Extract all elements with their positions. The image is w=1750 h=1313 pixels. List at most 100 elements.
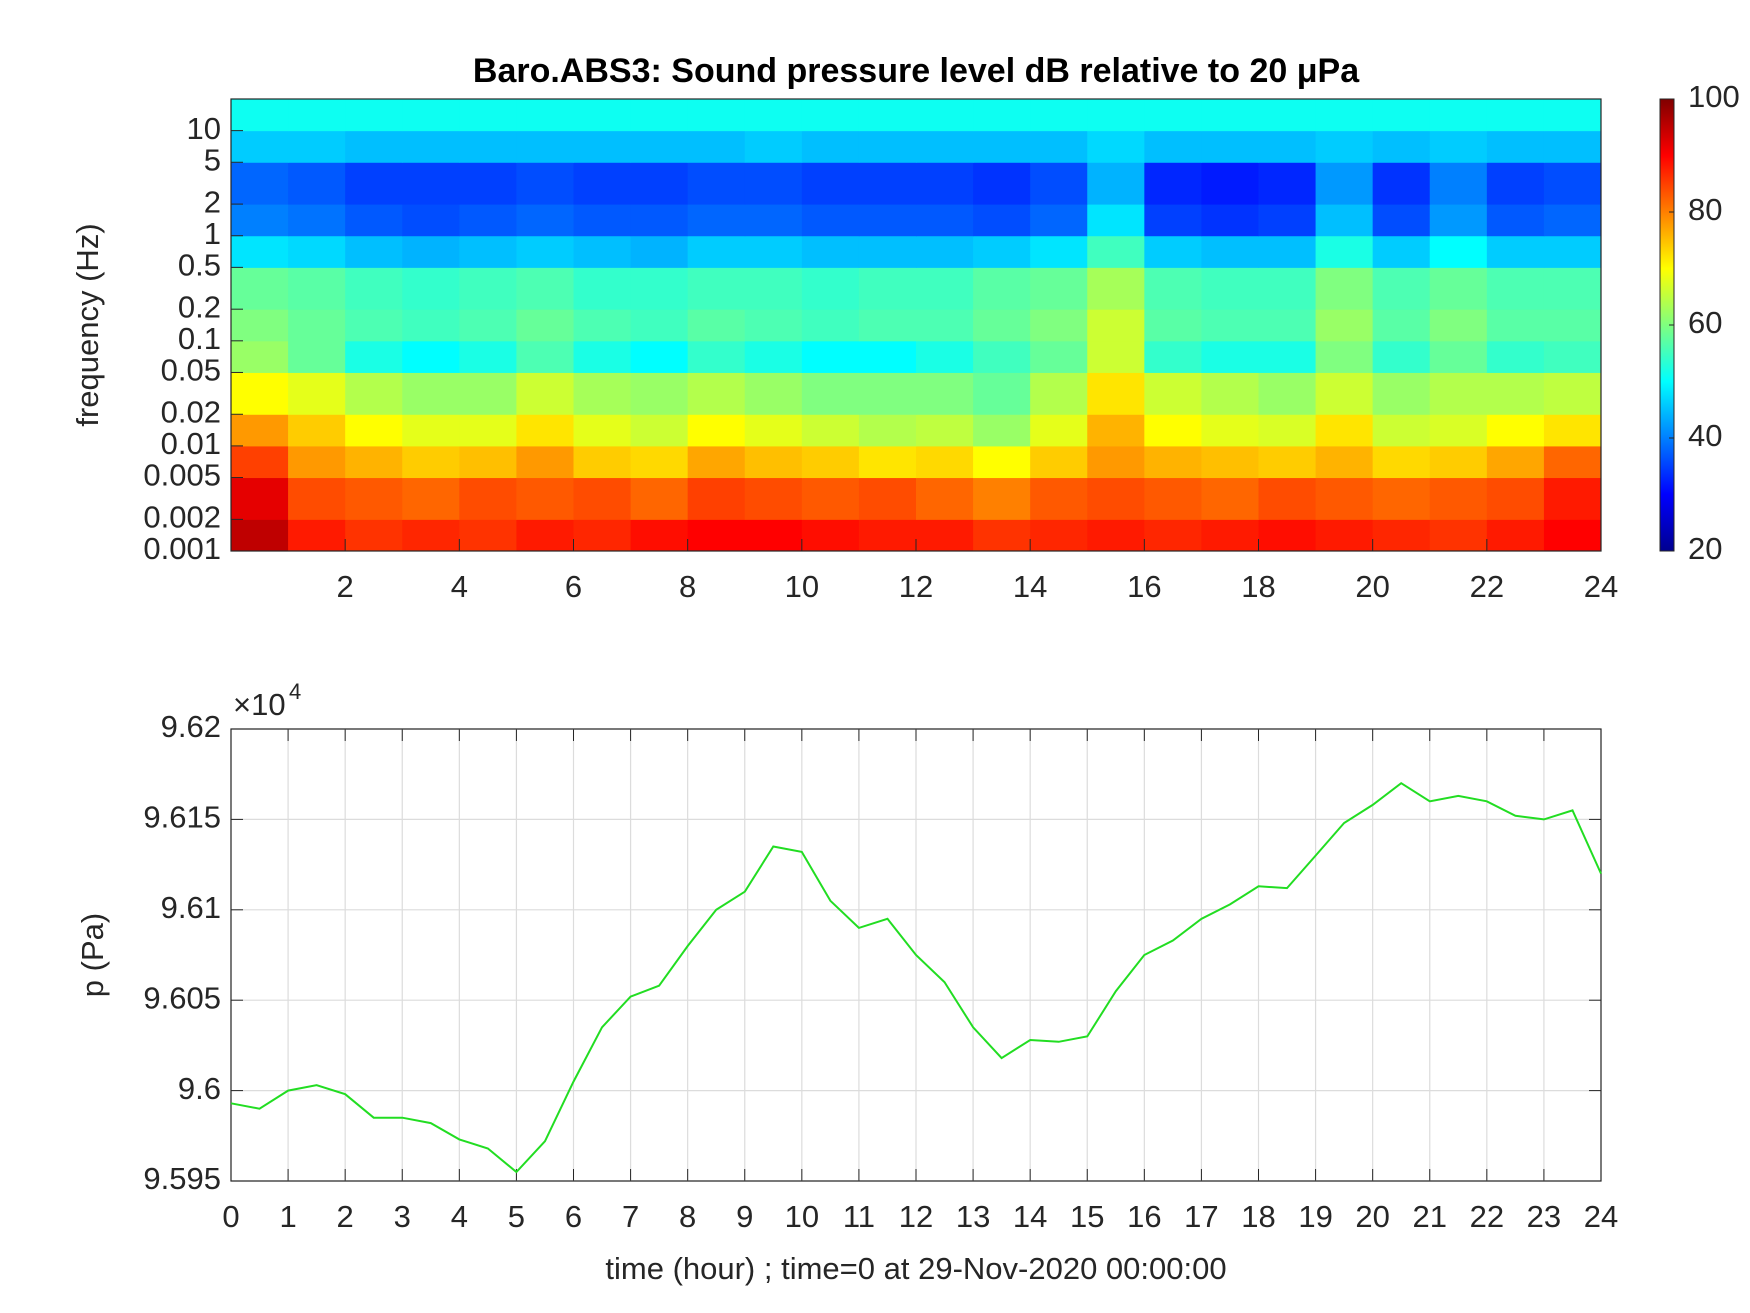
heat-cell bbox=[1429, 130, 1488, 163]
y-tick-label: 9.62 bbox=[161, 709, 221, 744]
heat-cell bbox=[1201, 99, 1259, 132]
heat-cell bbox=[1486, 99, 1545, 132]
x-axis-label: time (hour) ; time=0 at 29-Nov-2020 00:0… bbox=[605, 1251, 1226, 1286]
x-tick-label: 10 bbox=[785, 1199, 819, 1234]
heat-cell bbox=[1030, 414, 1088, 447]
heat-cell bbox=[916, 477, 974, 520]
x-tick-label: 6 bbox=[565, 569, 582, 604]
heat-cell bbox=[1258, 162, 1317, 205]
heat-cell bbox=[916, 309, 974, 342]
heat-cell bbox=[345, 372, 403, 415]
heat-cell bbox=[744, 309, 803, 342]
heat-cell bbox=[288, 130, 346, 163]
heat-cell bbox=[1429, 519, 1488, 552]
x-tick-label: 15 bbox=[1070, 1199, 1104, 1234]
heat-cell bbox=[801, 372, 860, 415]
heat-cell bbox=[687, 162, 746, 205]
heat-cell bbox=[1543, 372, 1602, 415]
y-multiplier: ×10 bbox=[233, 687, 286, 722]
heat-cell bbox=[1429, 372, 1488, 415]
heat-cell bbox=[288, 477, 346, 520]
heat-cell bbox=[1201, 309, 1259, 342]
heat-cell bbox=[801, 162, 860, 205]
heat-cell bbox=[459, 162, 517, 205]
heat-cell bbox=[288, 519, 346, 552]
heat-cell bbox=[801, 309, 860, 342]
x-tick-label: 14 bbox=[1013, 1199, 1047, 1234]
heat-cell bbox=[345, 445, 403, 479]
heat-cell bbox=[1030, 309, 1088, 342]
heat-cell bbox=[973, 414, 1031, 447]
heat-cell bbox=[1543, 204, 1602, 237]
heat-cell bbox=[1372, 414, 1431, 447]
heat-cell bbox=[1372, 204, 1431, 237]
y-tick-label: 10 bbox=[187, 111, 221, 146]
heat-cell bbox=[1087, 235, 1145, 268]
pressure-line bbox=[230, 781, 1602, 1174]
heat-cell bbox=[858, 235, 917, 268]
x-tick-label: 23 bbox=[1527, 1199, 1561, 1234]
heat-cell bbox=[687, 414, 746, 447]
heat-cell bbox=[973, 309, 1031, 342]
heat-cell bbox=[1315, 372, 1374, 415]
heat-cell bbox=[231, 519, 289, 552]
heat-cell bbox=[1030, 235, 1088, 268]
heat-cell bbox=[402, 445, 460, 479]
x-tick-label: 20 bbox=[1355, 569, 1389, 604]
heat-cell bbox=[459, 130, 517, 163]
heat-cell bbox=[801, 99, 860, 132]
heat-cell bbox=[1315, 477, 1374, 520]
heat-cell bbox=[1087, 130, 1145, 163]
heat-cell bbox=[1429, 340, 1488, 373]
heat-cell bbox=[858, 130, 917, 163]
heat-cell bbox=[573, 414, 632, 447]
heat-cell bbox=[1372, 340, 1431, 373]
heat-cell bbox=[402, 235, 460, 268]
heat-cell bbox=[1087, 204, 1145, 237]
heat-cell bbox=[288, 235, 346, 268]
heat-cell bbox=[1030, 340, 1088, 373]
heat-cell bbox=[573, 99, 632, 132]
heat-cell bbox=[973, 445, 1031, 479]
y-tick-label: 5 bbox=[204, 142, 221, 177]
colorbar-tick-label: 60 bbox=[1688, 305, 1722, 340]
heat-cell bbox=[630, 414, 689, 447]
heat-cell bbox=[1144, 340, 1202, 373]
heat-cell bbox=[744, 519, 803, 552]
heat-cell bbox=[288, 99, 346, 132]
heat-cell bbox=[744, 235, 803, 268]
heat-cell bbox=[1429, 99, 1488, 132]
heat-cell bbox=[345, 340, 403, 373]
heat-cell bbox=[630, 309, 689, 342]
heat-cell bbox=[1258, 372, 1317, 415]
heat-cell bbox=[858, 162, 917, 205]
heat-cell bbox=[516, 267, 574, 310]
heat-cell bbox=[288, 162, 346, 205]
heat-cell bbox=[1144, 445, 1202, 479]
x-tick-label: 1 bbox=[279, 1199, 296, 1234]
heat-cell bbox=[630, 99, 689, 132]
heat-cell bbox=[744, 477, 803, 520]
heat-cell bbox=[345, 477, 403, 520]
heat-cell bbox=[231, 267, 289, 310]
heat-cell bbox=[402, 267, 460, 310]
heat-cell bbox=[1372, 99, 1431, 132]
heat-cell bbox=[1543, 414, 1602, 447]
heat-cell bbox=[744, 414, 803, 447]
heat-cell bbox=[1030, 445, 1088, 479]
heat-cell bbox=[1201, 414, 1259, 447]
heat-cell bbox=[687, 130, 746, 163]
heat-cell bbox=[858, 99, 917, 132]
heat-cell bbox=[1429, 445, 1488, 479]
heat-cell bbox=[1543, 235, 1602, 268]
heat-cell bbox=[916, 519, 974, 552]
heat-cell bbox=[1315, 414, 1374, 447]
heat-cell bbox=[973, 372, 1031, 415]
heat-cell bbox=[231, 309, 289, 342]
heat-cell bbox=[630, 162, 689, 205]
x-tick-label: 16 bbox=[1127, 1199, 1161, 1234]
heat-cell bbox=[1486, 235, 1545, 268]
heat-cell bbox=[573, 445, 632, 479]
heat-cell bbox=[1087, 445, 1145, 479]
heat-cell bbox=[1030, 372, 1088, 415]
